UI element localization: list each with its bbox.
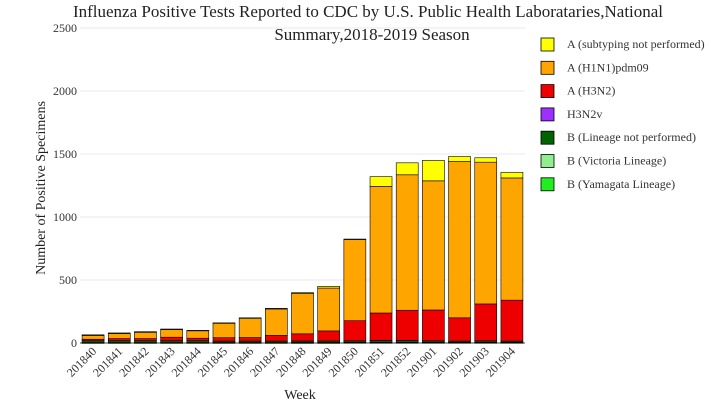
bar-segment [81, 334, 105, 336]
bar-segment [395, 162, 419, 176]
legend-swatch [540, 84, 555, 98]
bar-segment [291, 333, 314, 342]
bar-segment [238, 317, 262, 319]
bar-segment [134, 338, 157, 342]
bar-segment [107, 333, 131, 339]
bar-segment [107, 338, 131, 342]
legend-label: A (subtyping not performed) [567, 37, 705, 51]
bar-segment [474, 161, 498, 305]
bar-segment [422, 180, 445, 311]
y-tick-label: 500 [59, 273, 77, 287]
bar-segment [134, 331, 157, 333]
bar-segment [186, 330, 210, 339]
legend-label: B (Victoria Lineage) [567, 154, 666, 168]
bar-segment [343, 320, 367, 342]
y-tick-label: 2000 [53, 84, 77, 98]
bar-segment [422, 309, 445, 342]
bar-segment [160, 329, 183, 338]
bar-segment [395, 309, 419, 341]
bar-segment [395, 174, 419, 311]
y-tick-label: 1000 [53, 210, 77, 224]
y-tick-label: 0 [71, 336, 77, 350]
bar-segment [238, 337, 262, 342]
x-tick-label: 201904 [483, 344, 518, 379]
bar-segment [448, 317, 471, 342]
legend-swatch [540, 107, 555, 122]
bar-segment [343, 239, 367, 321]
bar-segment [291, 292, 314, 294]
bar-segment [343, 238, 367, 240]
bar-segment [134, 331, 157, 339]
bar-segment [265, 308, 288, 310]
chart-title-line-1: Influenza Positive Tests Reported to CDC… [73, 2, 663, 21]
bar-segment [186, 337, 210, 342]
legend-label: B (Yamagata Lineage) [567, 177, 675, 191]
legend-label: A (H3N2) [567, 84, 615, 98]
bars [81, 156, 524, 344]
legend-swatch [540, 60, 555, 75]
y-axis-title: Number of Positive Specimens [34, 101, 49, 275]
bar-segment [265, 308, 288, 336]
bar-segment [448, 161, 471, 319]
y-tick-label: 2500 [53, 21, 77, 35]
bar-segment [500, 299, 524, 342]
bar-segment [212, 322, 236, 324]
bar-segment [500, 177, 524, 301]
bar-segment [422, 160, 445, 182]
bar-segment [160, 328, 183, 330]
legend-swatch [540, 154, 555, 168]
chart-title-line-2: Summary,2018-2019 Season [274, 25, 470, 44]
legend-swatch [540, 37, 555, 52]
bar-segment [317, 285, 340, 289]
bar-segment [317, 330, 340, 342]
legend-label: H3N2v [567, 107, 602, 121]
legend-label: B (Lineage not performed) [567, 130, 696, 144]
chart-title: Influenza Positive Tests Reported to CDC… [73, 2, 663, 44]
bar-segment [317, 287, 340, 332]
legend-label: A (H1N1)pdm09 [567, 60, 649, 74]
bar-segment [500, 171, 524, 179]
bar-segment [186, 330, 210, 332]
bar-segment [369, 186, 393, 314]
bar-segment [474, 303, 498, 342]
bar-segment [369, 176, 393, 187]
bar-segment [160, 336, 183, 342]
bar-segment [291, 293, 314, 335]
bar-segment [369, 312, 393, 341]
bar-segment [107, 332, 131, 334]
bar-segment [265, 335, 288, 342]
bar-segment [81, 335, 105, 340]
bar-segment [212, 337, 236, 342]
legend-swatch [540, 130, 555, 145]
x-axis-title: Week [284, 388, 316, 403]
legend: A (subtyping not performed) A (H1N1)pdm09… [540, 37, 705, 192]
y-tick-label: 1500 [53, 147, 77, 161]
y-axis-ticks: 0 500 1000 1500 2000 2500 [53, 21, 77, 350]
bar-segment [474, 157, 498, 163]
legend-swatch [540, 177, 555, 192]
x-axis-ticks: 2018402018412018422018432018442018452018… [64, 344, 518, 379]
bar-segment [448, 156, 471, 162]
bar-segment [212, 322, 236, 339]
bar-segment [238, 318, 262, 338]
